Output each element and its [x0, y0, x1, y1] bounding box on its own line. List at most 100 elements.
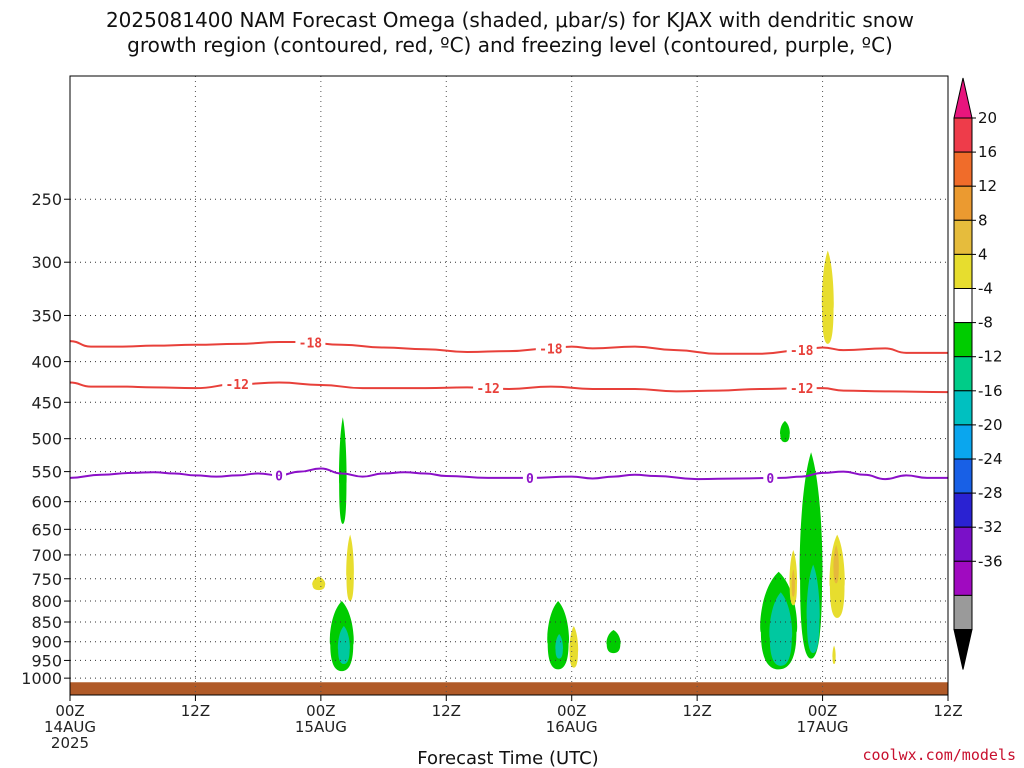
y-tick-label: 250	[31, 190, 62, 209]
contour-label-bg	[473, 380, 504, 397]
colorbar-swatch	[953, 424, 973, 460]
colorbar-label: 20	[978, 109, 997, 127]
colorbar-label: -36	[978, 552, 1003, 570]
contour-label: -12	[225, 378, 248, 393]
omega-cell-11	[769, 592, 793, 666]
colorbar-label: -4	[978, 280, 993, 298]
omega-cell-7	[569, 626, 579, 668]
y-tick-label: 350	[31, 306, 62, 325]
contours: -18 -18 -18 -12 -12 -12 0 0 0	[69, 334, 949, 487]
x-tick-label: 00Z	[55, 702, 84, 720]
chart-title-line1: 2025081400 NAM Forecast Omega (shaded, μ…	[106, 8, 914, 32]
omega-cell-15	[791, 569, 795, 597]
contour-label-bg	[786, 380, 817, 397]
colorbar-swatch	[953, 219, 973, 255]
contour-label-bg	[272, 467, 287, 484]
x-tick-label: 12Z	[682, 702, 711, 720]
colorbar-top-arrow	[953, 77, 973, 119]
y-tick-label: 600	[31, 493, 62, 512]
contour-label: -12	[790, 382, 813, 397]
colorbar-swatch	[953, 390, 973, 426]
contour-label-bg	[295, 334, 326, 351]
terrain-strip	[70, 682, 948, 695]
colorbar-swatch	[953, 151, 973, 187]
omega-cell-16	[821, 250, 834, 344]
chart-title-line2: growth region (contoured, red, ºC) and f…	[127, 33, 893, 57]
omega-cell-1	[312, 576, 326, 591]
y-tick-label: 1000	[21, 669, 62, 688]
colorbar-label: 8	[978, 211, 988, 229]
colorbar-swatch	[953, 117, 973, 153]
colorbar-swatch	[953, 322, 973, 358]
contour-label: 0	[766, 472, 774, 487]
omega-cell-18	[833, 544, 839, 584]
x-tick-label: 12Z	[181, 702, 210, 720]
omega-cell-5	[547, 601, 570, 670]
grid	[70, 76, 948, 695]
y-axis: 2503003504004505005506006507007508008509…	[21, 190, 70, 688]
contour-label-bg	[535, 340, 566, 357]
omega-cell-13	[806, 564, 820, 654]
omega-cell-2	[346, 534, 354, 602]
colorbar-label: 16	[978, 143, 997, 161]
colorbar-label: -8	[978, 314, 993, 332]
contour-label-bg	[763, 469, 778, 486]
colorbar-label: -20	[978, 416, 1003, 434]
x-tick-label: 2025	[51, 734, 89, 752]
terrain	[70, 682, 948, 695]
contour-label: -18	[539, 342, 563, 357]
colorbar-label: 12	[978, 177, 997, 195]
colorbar-swatch	[953, 560, 973, 596]
omega-shading	[312, 250, 845, 672]
y-tick-label: 850	[31, 613, 62, 632]
colorbar-swatch	[953, 288, 973, 324]
colorbar-label: 4	[978, 245, 988, 263]
contour-label-bg	[222, 376, 253, 393]
contour-label: 0	[275, 469, 283, 484]
y-tick-label: 800	[31, 592, 62, 611]
contour-label-bg	[786, 342, 817, 359]
x-tick-label: 12Z	[432, 702, 461, 720]
colorbar: 20 16 12 8 4 -4 -8 -12 -16 -20 -24 -28 -32 -36	[953, 77, 1003, 670]
colorbar-label: -16	[978, 382, 1003, 400]
omega-cell-19	[832, 645, 836, 665]
colorbar-swatch	[953, 253, 973, 289]
colorbar-swatch	[953, 526, 973, 562]
x-tick-label: 00Z	[808, 702, 837, 720]
y-tick-label: 650	[31, 520, 62, 539]
x-tick-label: 14AUG	[44, 718, 96, 736]
contour-line	[69, 340, 948, 355]
omega-cell-4	[337, 626, 350, 665]
colorbar-label: -32	[978, 518, 1003, 536]
x-tick-label: 00Z	[557, 702, 586, 720]
colorbar-label: -24	[978, 450, 1003, 468]
y-tick-label: 550	[31, 463, 62, 482]
x-tick-label: 12Z	[933, 702, 962, 720]
plot-frame	[69, 75, 949, 696]
x-tick-label: 17AUG	[797, 718, 849, 736]
y-tick-label: 900	[31, 633, 62, 652]
colorbar-swatch	[953, 185, 973, 221]
colorbar-swatch	[953, 594, 973, 631]
y-tick-label: 450	[31, 393, 62, 412]
y-tick-label: 400	[31, 353, 62, 372]
y-tick-label: 300	[31, 253, 62, 272]
contour-label: -18	[790, 344, 814, 359]
contour-label-bg	[522, 469, 537, 486]
colorbar-swatch	[953, 356, 973, 392]
y-tick-label: 950	[31, 651, 62, 670]
credit-link[interactable]: coolwx.com/models	[862, 746, 1016, 764]
y-tick-label: 700	[31, 546, 62, 565]
contour-label: -18	[299, 337, 323, 352]
omega-cell-9	[780, 420, 790, 443]
omega-cell-0	[338, 417, 347, 524]
x-axis-label: Forecast Time (UTC)	[417, 748, 598, 768]
omega-cell-8	[606, 630, 621, 654]
x-tick-label: 00Z	[306, 702, 335, 720]
omega-cell-6	[555, 633, 563, 659]
y-tick-label: 750	[31, 570, 62, 589]
contour-label: 0	[526, 472, 534, 487]
contour-label: -12	[476, 382, 499, 397]
